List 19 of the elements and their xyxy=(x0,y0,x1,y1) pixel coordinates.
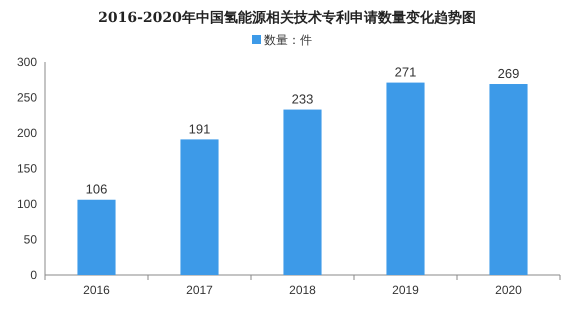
data-label: 233 xyxy=(292,92,314,107)
ytick: 200 xyxy=(16,126,37,140)
ytick: 150 xyxy=(16,162,37,176)
data-label: 106 xyxy=(86,182,108,197)
xtick: 2020 xyxy=(495,283,522,297)
ytick: 0 xyxy=(30,268,37,282)
xtick: 2017 xyxy=(186,283,213,297)
data-label: 191 xyxy=(188,121,210,136)
ytick: 50 xyxy=(24,232,37,246)
data-label: 269 xyxy=(498,66,520,81)
ytick: 100 xyxy=(16,197,37,211)
ytick: 250 xyxy=(16,90,37,104)
ytick: 300 xyxy=(16,55,37,69)
legend-label: 数量：件 xyxy=(264,33,312,47)
data-label: 271 xyxy=(394,64,416,80)
xtick: 2018 xyxy=(289,283,316,297)
title: 2016-2020年中国氢能源相关技术专利申请数量变化趋势图 xyxy=(98,10,476,26)
xtick: 2016 xyxy=(83,283,110,297)
xtick: 2019 xyxy=(392,283,419,297)
